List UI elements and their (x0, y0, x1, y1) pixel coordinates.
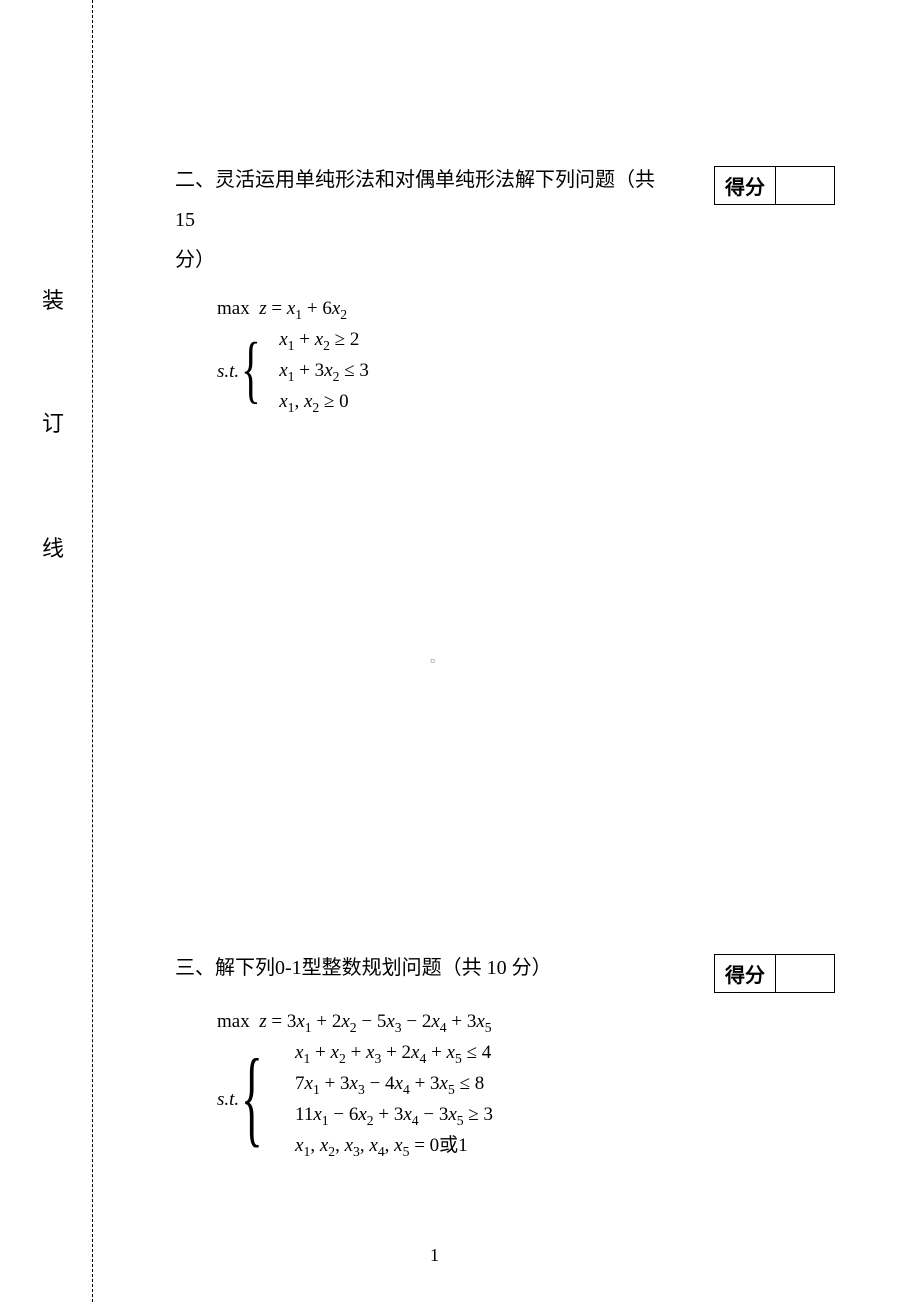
problem-2-title-line1: 二、灵活运用单纯形法和对偶单纯形法解下列问题（共 15 (175, 169, 655, 231)
problem-2-math: max z = x1 + 6x2 s.t. { x1 + x2 ≥ 2 x1 +… (217, 294, 835, 418)
score-label-3: 得分 (715, 955, 776, 992)
p3-constraints: s.t. { x1 + x2 + x3 + 2x4 + x5 ≤ 4 7x1 +… (217, 1038, 835, 1162)
p3-c3: 11x1 − 6x2 + 3x4 − 3x5 ≥ 3 (295, 1100, 493, 1131)
score-box-2: 得分 (714, 166, 835, 205)
center-mark: ▫ (430, 652, 435, 668)
p2-constraints: s.t. { x1 + x2 ≥ 2 x1 + 3x2 ≤ 3 x1, x2 ≥… (217, 325, 835, 418)
page-number: 1 (430, 1245, 439, 1266)
p2-st: s.t. (217, 357, 239, 386)
problem-2-title-line2: 分） (175, 249, 215, 271)
problem-3-header: 三、解下列0-1型整数规划问题（共 10 分） 得分 (175, 948, 835, 993)
p2-c1: x1 + x2 ≥ 2 (279, 325, 369, 356)
p3-c4: x1, x2, x3, x4, x5 = 0或1 (295, 1131, 493, 1162)
p2-c3: x1, x2 ≥ 0 (279, 387, 369, 418)
p2-objective: max z = x1 + 6x2 (217, 294, 835, 325)
score-blank-3 (776, 955, 834, 992)
binding-char-ding: 订 (42, 413, 64, 435)
p3-c2: 7x1 + 3x3 − 4x4 + 3x5 ≤ 8 (295, 1069, 493, 1100)
p3-objective: max z = 3x1 + 2x2 − 5x3 − 2x4 + 3x5 (217, 1007, 835, 1038)
p2-max: max (217, 298, 250, 319)
page-content: 二、灵活运用单纯形法和对偶单纯形法解下列问题（共 15 分） 得分 max z … (175, 160, 835, 1162)
p3-st: s.t. (217, 1085, 239, 1114)
p2-c2: x1 + 3x2 ≤ 3 (279, 356, 369, 387)
score-blank-2 (776, 167, 834, 204)
binding-char-zhuang: 装 (42, 290, 64, 312)
score-label-2: 得分 (715, 167, 776, 204)
binding-line (92, 0, 93, 1302)
problem-2-title: 二、灵活运用单纯形法和对偶单纯形法解下列问题（共 15 分） (175, 160, 655, 280)
p3-max: max (217, 1011, 250, 1032)
problem-2-header: 二、灵活运用单纯形法和对偶单纯形法解下列问题（共 15 分） 得分 (175, 160, 835, 280)
problem-3-math: max z = 3x1 + 2x2 − 5x3 − 2x4 + 3x5 s.t.… (217, 1007, 835, 1162)
p3-brace: { (241, 1049, 263, 1146)
score-box-3: 得分 (714, 954, 835, 993)
p3-c4-or: 或 (439, 1135, 458, 1156)
binding-char-xian: 线 (42, 538, 64, 560)
p3-c1: x1 + x2 + x3 + 2x4 + x5 ≤ 4 (295, 1038, 493, 1069)
p2-brace: { (241, 336, 261, 404)
problem-3-title: 三、解下列0-1型整数规划问题（共 10 分） (175, 948, 552, 988)
